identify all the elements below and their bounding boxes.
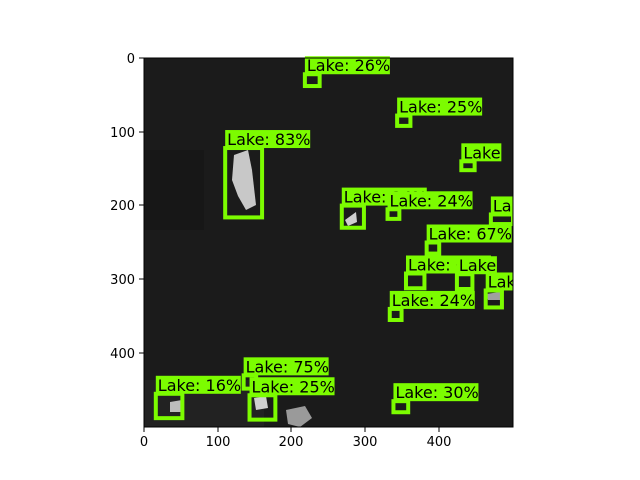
detection-label-bg [155,375,241,394]
detection-label-bg [387,191,473,210]
detection-label-bg [225,130,311,149]
x-tick-label: 400 [427,435,452,450]
detection-label: Lake [459,256,496,275]
detection-label: Lake [488,272,525,291]
y-tick-label: 300 [110,273,135,288]
detection-label: Lake: 24% [390,191,473,210]
x-tick-label: 200 [279,435,304,450]
y-axis: 0 100 200 300 400 [110,52,144,362]
detection-label-bg [456,256,497,275]
detection-label-bg [389,290,475,309]
x-axis: 0 100 200 300 400 [140,427,452,450]
detection-label: Lake: 25% [252,377,335,396]
detection-label: Lake: 25% [399,98,482,117]
detection-label-bg [243,357,329,376]
x-tick-label: 0 [140,435,148,450]
detection-label-bg [485,272,513,291]
image-panel: Lake: 26% Lake: 25% Lake: 83% Lake Lake: 24%… [144,56,530,427]
detection-label-bg [249,377,335,396]
y-tick-label: 0 [127,52,135,67]
y-tick-label: 100 [110,126,135,141]
lake-region [286,406,312,427]
detection-label-bg [426,224,512,243]
detection-label: Lake: 83% [227,130,310,149]
detection-label: Lake: 24% [392,291,475,310]
detection-label: Lake [493,196,530,215]
x-tick-label: 100 [206,435,231,450]
detection-label: Lake: 75% [246,357,329,376]
detection-label: Lake [463,143,500,162]
lake-region [254,396,268,410]
detection-label-bg [461,143,502,162]
terrain-patch [144,150,204,230]
detections-layer: Lake: 26% Lake: 25% Lake: 83% Lake Lake: 24%… [153,56,530,422]
lake-region [345,212,357,226]
detection-label-bg [490,196,513,215]
y-tick-label: 400 [110,347,135,362]
detection-label: Lake: 30% [395,383,478,402]
detection-label-bg [304,56,390,75]
axes-frame [143,57,514,428]
y-tick-label: 200 [110,199,135,214]
lake-region [170,400,182,412]
detection-label: Lake: 26% [307,56,390,75]
lake-region [232,150,256,210]
detection-label-bg [397,97,483,116]
lake-region [486,292,500,300]
x-tick-label: 300 [353,435,378,450]
detection-label-bg [393,383,479,402]
detection-label: Lake: 67% [429,225,512,244]
detection-label: Lake: 16% [158,376,241,395]
